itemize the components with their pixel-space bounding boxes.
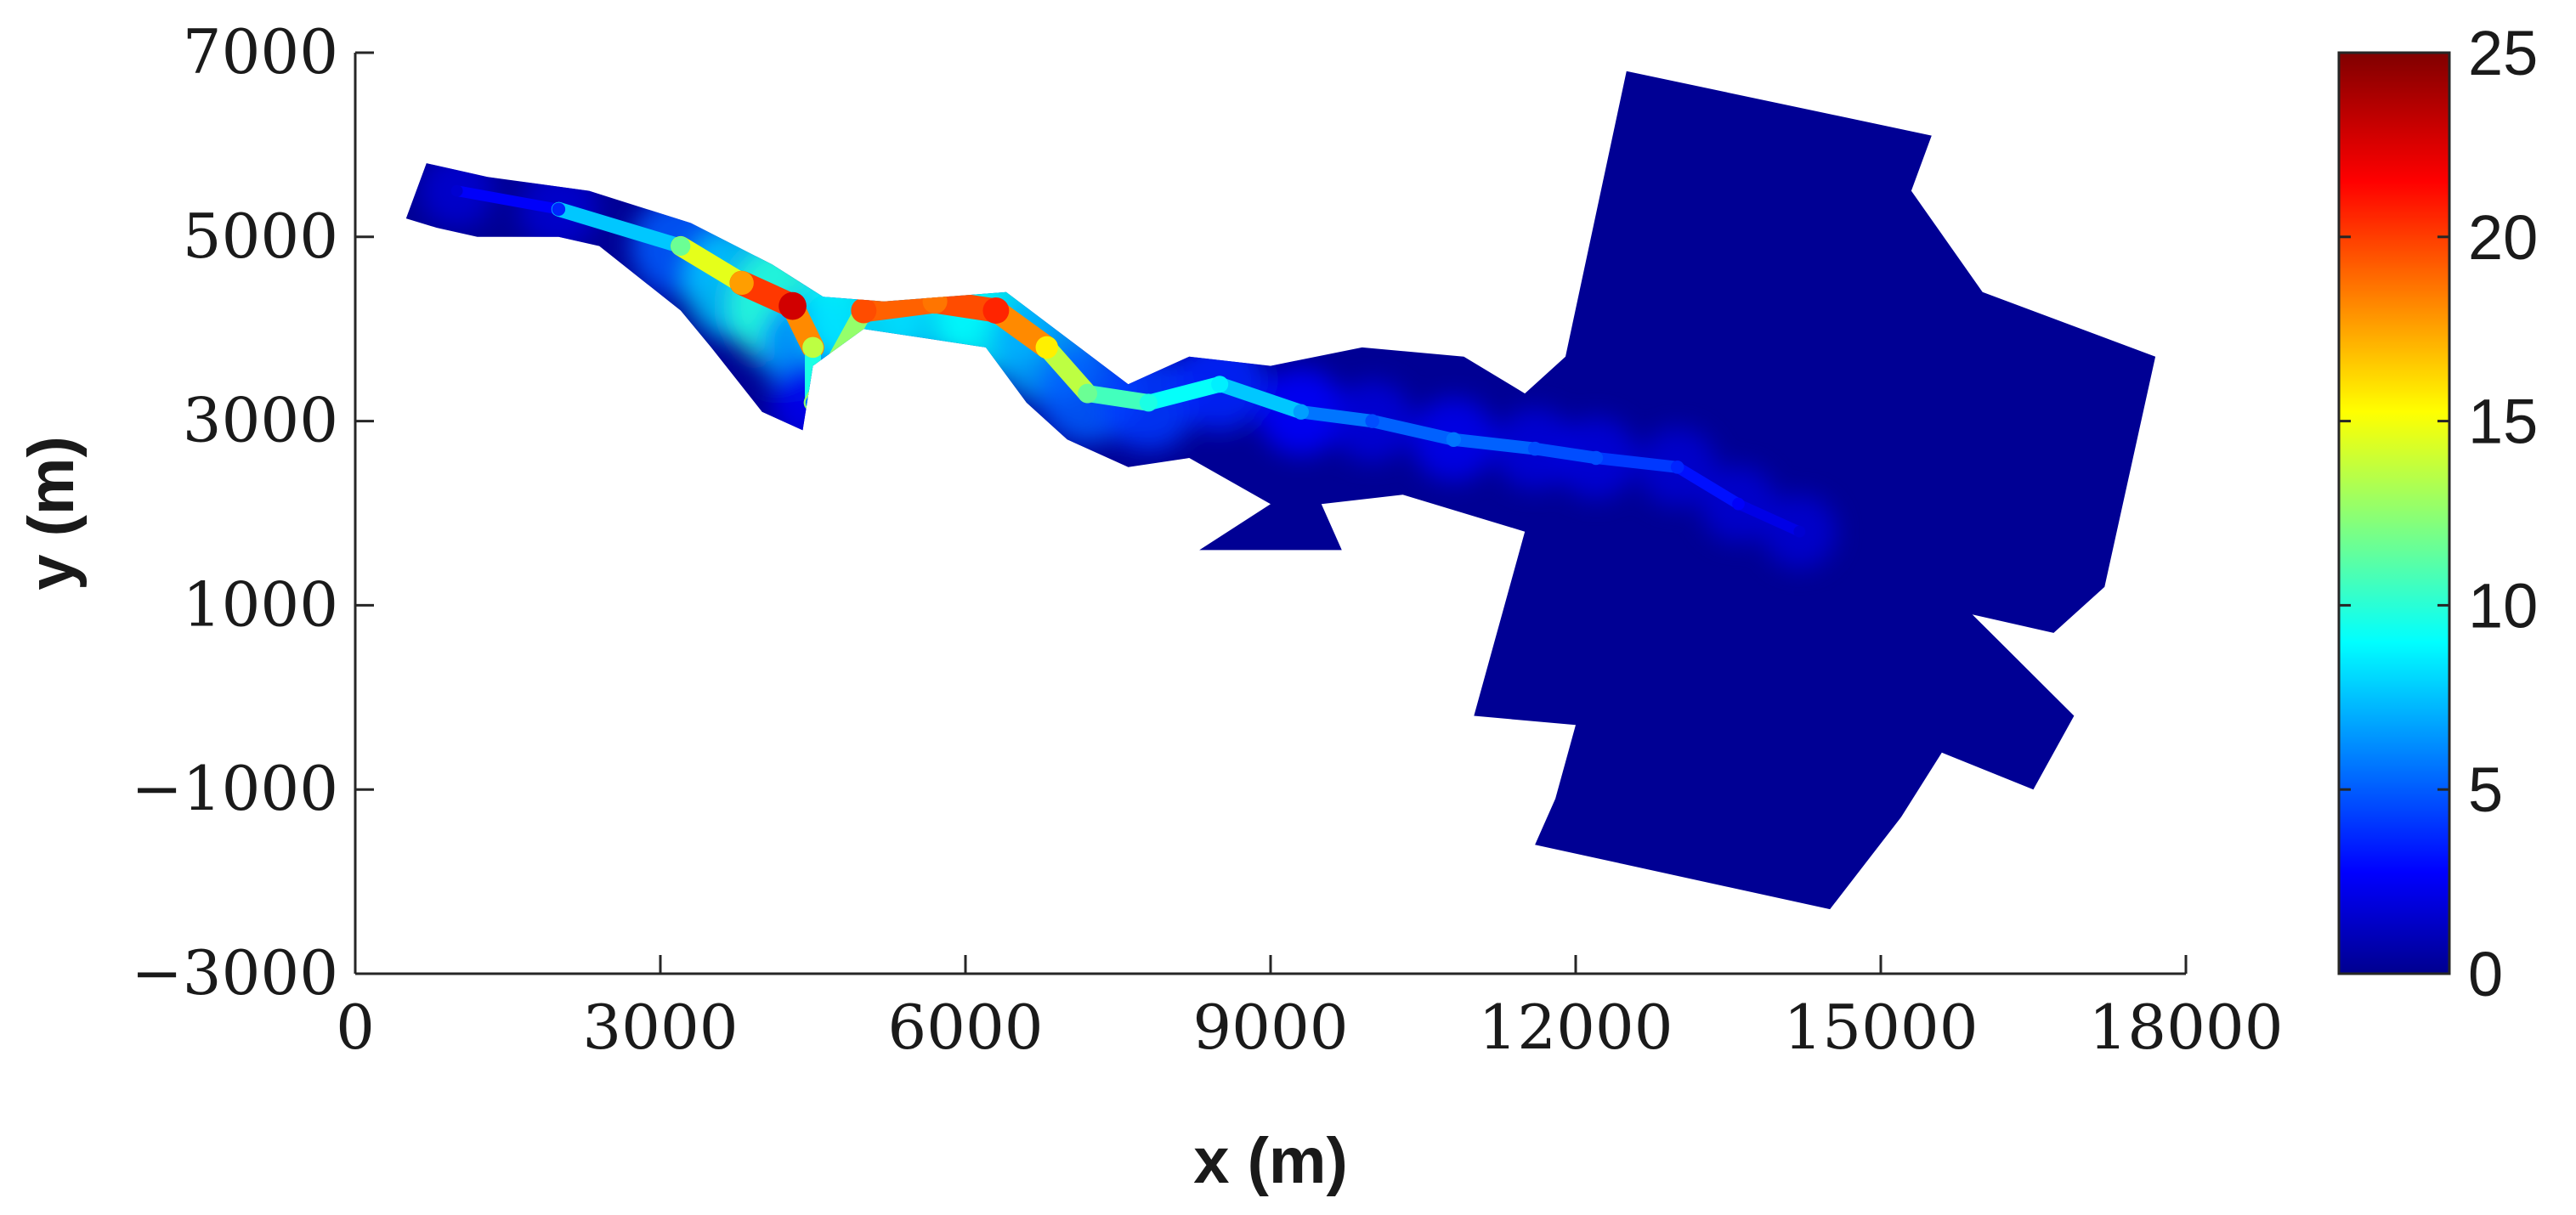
y-tick-label-1: −1000 bbox=[131, 753, 338, 824]
depth-point-5 bbox=[802, 336, 824, 359]
depth-channel bbox=[450, 184, 1806, 538]
depth-point-21 bbox=[1793, 525, 1806, 538]
x-tick-label-6: 18000 bbox=[2088, 992, 2283, 1063]
colorbar-tick-label-5: 25 bbox=[2468, 18, 2538, 88]
depth-point-1 bbox=[552, 202, 566, 217]
colorbar-ticks: 0 5 10 15 20 25 bbox=[2339, 18, 2538, 1009]
channel-segment-18 bbox=[1589, 451, 1684, 473]
x-tick-label-3: 9000 bbox=[1192, 992, 1348, 1063]
depth-point-14 bbox=[1293, 404, 1310, 420]
depth-point-10 bbox=[1035, 336, 1058, 359]
depth-point-17 bbox=[1527, 441, 1543, 456]
axes: 0 3000 6000 9000 12000 15000 18000 −3000 −1000 1… bbox=[131, 16, 2283, 1063]
depth-point-0 bbox=[450, 184, 463, 197]
channel-segment-1 bbox=[551, 201, 688, 254]
x-tick-label-4: 12000 bbox=[1478, 992, 1673, 1063]
depth-point-4 bbox=[778, 291, 807, 320]
depth-point-18 bbox=[1588, 450, 1604, 466]
channel-segment-11 bbox=[1079, 385, 1158, 411]
channel-segment-16 bbox=[1447, 432, 1542, 455]
colorbar: 0 5 10 15 20 25 bbox=[2337, 18, 2538, 1009]
channel-segment-15 bbox=[1366, 415, 1460, 446]
channel-segment-17 bbox=[1528, 442, 1603, 465]
depth-point-2 bbox=[671, 236, 691, 257]
depth-point-9 bbox=[982, 297, 1010, 324]
x-axis-title: x (m) bbox=[1193, 1125, 1348, 1197]
channel-segment-19 bbox=[1672, 461, 1745, 510]
channel-segment-13 bbox=[1212, 376, 1309, 420]
colorbar-tick-label-2: 10 bbox=[2468, 570, 2538, 641]
depth-point-3 bbox=[729, 270, 754, 296]
depth-point-15 bbox=[1365, 414, 1379, 428]
y-tick-label-4: 5000 bbox=[183, 201, 338, 272]
colorbar-tick-label-1: 5 bbox=[2468, 754, 2503, 825]
glow-point-6 bbox=[770, 360, 856, 445]
x-tick-label-0: 0 bbox=[336, 992, 375, 1063]
depth-point-16 bbox=[1446, 432, 1462, 447]
y-ticks: −3000 −1000 1000 3000 5000 7000 bbox=[131, 16, 374, 1009]
depth-point-11 bbox=[1078, 383, 1097, 404]
depth-point-12 bbox=[1139, 393, 1158, 412]
y-tick-label-3: 3000 bbox=[183, 385, 338, 456]
x-tick-label-1: 3000 bbox=[582, 992, 738, 1063]
y-tick-label-2: 1000 bbox=[183, 568, 338, 640]
channel-segment-20 bbox=[1733, 499, 1805, 537]
x-tick-label-5: 15000 bbox=[1783, 992, 1978, 1063]
x-ticks: 0 3000 6000 9000 12000 15000 18000 bbox=[336, 955, 2284, 1063]
colorbar-tick-label-3: 15 bbox=[2468, 387, 2538, 457]
colorbar-tick-label-0: 0 bbox=[2468, 939, 2503, 1009]
colorbar-tick-label-4: 20 bbox=[2468, 202, 2538, 273]
depth-point-13 bbox=[1211, 376, 1229, 393]
channel-segment-0 bbox=[451, 185, 564, 215]
y-tick-label-5: 7000 bbox=[183, 16, 338, 88]
channel-segment-14 bbox=[1294, 405, 1379, 428]
x-tick-label-2: 6000 bbox=[887, 992, 1043, 1063]
depth-point-7 bbox=[851, 297, 877, 324]
channel-segment-12 bbox=[1141, 376, 1228, 411]
domain-fill bbox=[405, 71, 2156, 910]
depth-point-19 bbox=[1670, 461, 1684, 474]
depth-point-8 bbox=[922, 289, 948, 314]
depth-point-6 bbox=[805, 395, 821, 410]
colorbar-gradient bbox=[2337, 51, 2451, 975]
y-axis-title: y (m) bbox=[15, 436, 88, 591]
y-tick-label-0: −3000 bbox=[131, 937, 338, 1009]
plot-area bbox=[405, 71, 2156, 910]
depth-point-20 bbox=[1732, 497, 1745, 511]
